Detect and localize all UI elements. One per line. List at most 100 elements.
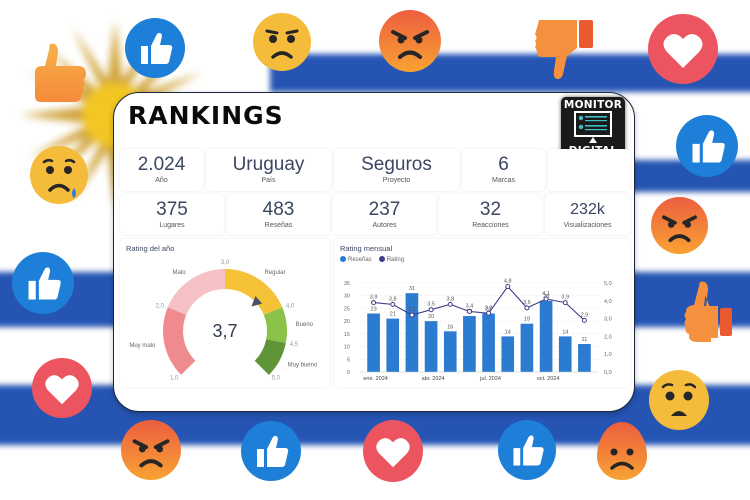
rating-point[interactable] <box>428 307 434 313</box>
rating-value-label: 3,5 <box>427 302 435 308</box>
legend-item-reviews[interactable]: Reseñas <box>340 256 372 263</box>
bar-reviews[interactable] <box>501 336 515 372</box>
y-axis-left-tick: 10 <box>344 345 350 351</box>
gauge-band-label: Bueno <box>296 322 314 328</box>
gauge-needle-pointer <box>251 296 263 307</box>
bar-reviews[interactable] <box>558 336 572 372</box>
x-axis-tick: oct. 2024 <box>537 376 560 382</box>
kpi-value: 237 <box>368 199 401 220</box>
kpi-value: 2.024 <box>137 154 186 175</box>
page-title: RANKINGS <box>128 101 284 130</box>
sad-angry-drop-face-icon <box>597 422 647 480</box>
rating-value-label: 3,2 <box>408 307 416 313</box>
rating-value-label: 3,4 <box>466 303 474 309</box>
y-axis-left-tick: 5 <box>347 357 350 363</box>
kpi-label: Lugares <box>159 222 185 229</box>
rating-value-label: 4,8 <box>504 279 512 285</box>
bar-reviews[interactable] <box>520 323 534 372</box>
legend-item-rating[interactable]: Rating <box>378 256 404 263</box>
rating-point[interactable] <box>543 296 549 302</box>
rating-gauge: 3,7 Muy malo Malo Regular Bueno Muy bueno 1,0… <box>129 260 318 382</box>
kpi-label: Marcas <box>492 177 515 184</box>
bar-reviews[interactable] <box>386 318 400 372</box>
bar-reviews[interactable] <box>424 321 438 372</box>
rating-point[interactable] <box>409 312 415 318</box>
kpi-views: 232k Visualizaciones <box>545 194 630 235</box>
rating-point[interactable] <box>390 301 396 307</box>
gauge-tick-label: 1,0 <box>170 376 179 382</box>
rating-point[interactable] <box>581 317 587 323</box>
y-axis-left-tick: 20 <box>344 319 350 325</box>
x-axis-tick: ene. 2024 <box>363 376 387 382</box>
y-axis-right-tick: 2,0 <box>604 334 612 340</box>
gauge-band <box>254 339 286 375</box>
rating-year-panel: Rating del año 3,7 Muy malo Malo Regular Bu… <box>120 239 330 387</box>
annoyed-face-icon <box>253 13 311 71</box>
gauge-value: 3,7 <box>212 321 237 341</box>
bar-value-label: 23 <box>371 307 377 313</box>
y-axis-right-tick: 3,0 <box>604 317 612 323</box>
gauge-tick-label: 3,0 <box>221 260 230 266</box>
rating-value-label: 3,9 <box>370 295 378 301</box>
kpi-country: Uruguay País <box>206 149 331 191</box>
rating-value-label: 3,6 <box>523 300 531 306</box>
rating-point[interactable] <box>524 305 530 311</box>
panel-title: Rating mensual <box>340 244 393 253</box>
kpi-label: Reacciones <box>472 222 509 229</box>
bar-value-label: 11 <box>582 337 588 343</box>
angry-face-icon <box>121 420 181 480</box>
gauge-band-label: Muy bueno <box>288 362 318 368</box>
y-axis-left-tick: 30 <box>344 294 350 300</box>
gauge-tick-label: 4,5 <box>290 342 299 348</box>
y-axis-right-tick: 0,0 <box>604 370 612 376</box>
bar-value-label: 19 <box>524 317 530 323</box>
kpi-value: Seguros <box>361 154 432 175</box>
kpi-label: Proyecto <box>382 177 411 184</box>
thumbs-up-orange-icon <box>28 40 88 108</box>
kpi-value: 32 <box>479 199 502 220</box>
bar-reviews[interactable] <box>482 313 495 372</box>
rating-point[interactable] <box>562 300 568 306</box>
kpi-year: 2.024 Año <box>120 149 203 191</box>
y-axis-left-tick: 0 <box>347 370 350 376</box>
bar-reviews[interactable] <box>405 293 419 372</box>
kpi-label: Visualizaciones <box>563 222 612 229</box>
thumbs-down-orange-icon <box>535 16 597 80</box>
bar-reviews[interactable] <box>443 331 457 372</box>
bar-value-label: 16 <box>447 324 453 330</box>
kpi-places: 375 Lugares <box>120 194 224 235</box>
kpi-label: Autores <box>372 222 397 229</box>
panel-title: Rating del año <box>126 244 175 253</box>
rating-point[interactable] <box>466 308 472 314</box>
bar-reviews[interactable] <box>539 300 553 372</box>
thumbs-up-orange-icon <box>680 278 736 342</box>
kpi-reviews: 483 Reseñas <box>227 194 330 235</box>
bar-value-label: 14 <box>505 329 511 335</box>
bar-reviews[interactable] <box>463 316 476 372</box>
gauge-tick-label: 5,0 <box>272 376 281 382</box>
gauge-band <box>263 307 287 344</box>
gauge-band-label: Malo <box>173 270 187 276</box>
rating-point[interactable] <box>371 300 377 306</box>
kpi-value: Uruguay <box>232 154 305 175</box>
gauge-tick-label: 2,0 <box>156 304 165 310</box>
rating-point[interactable] <box>505 284 511 290</box>
angry-face-icon <box>651 197 708 254</box>
bar-value-label: 21 <box>390 312 396 318</box>
gauge-band <box>167 269 225 315</box>
rating-value-label: 3,3 <box>485 305 493 311</box>
x-axis-tick: jul. 2024 <box>479 376 501 382</box>
kpi-value: 232k <box>570 201 605 218</box>
rating-point[interactable] <box>486 310 492 316</box>
bar-reviews[interactable] <box>367 313 380 372</box>
gauge-band-label: Regular <box>264 270 285 276</box>
rating-value-label: 4,1 <box>542 291 550 297</box>
sad-crying-face-icon <box>30 146 88 204</box>
bar-value-label: 31 <box>409 286 415 292</box>
rating-value-label: 3,9 <box>561 295 569 301</box>
rating-point[interactable] <box>447 301 453 307</box>
rating-value-label: 3,8 <box>446 296 454 302</box>
kpi-empty <box>548 149 630 191</box>
y-axis-right-tick: 5,0 <box>604 281 612 287</box>
bar-reviews[interactable] <box>578 344 591 372</box>
